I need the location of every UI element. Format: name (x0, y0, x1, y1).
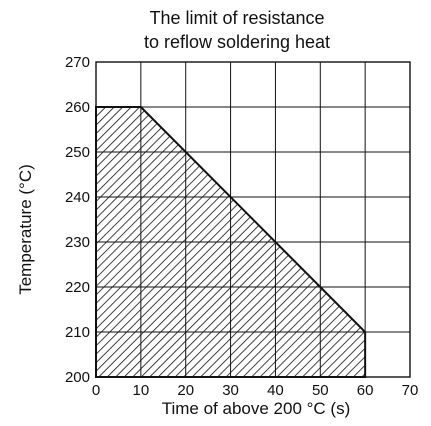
y-tick-label: 200 (65, 369, 90, 386)
chart-title-line-2: to reflow soldering heat (143, 32, 331, 52)
y-tick-label: 260 (65, 99, 90, 116)
y-tick-label: 220 (65, 279, 90, 296)
y-tick-labels: 200 210 220 230 240 250 260 270 (65, 54, 90, 386)
y-tick-label: 250 (65, 144, 90, 161)
y-tick-label: 230 (65, 234, 90, 251)
chart-title-line-1: The limit of resistance (149, 8, 325, 28)
x-tick-labels: 0 10 20 30 40 50 60 70 (92, 382, 419, 399)
x-tick-label: 20 (177, 382, 194, 399)
y-tick-label: 210 (65, 324, 90, 341)
x-tick-label: 40 (267, 382, 284, 399)
y-tick-label: 240 (65, 189, 90, 206)
x-tick-label: 70 (402, 382, 419, 399)
x-tick-label: 50 (312, 382, 329, 399)
x-tick-label: 10 (133, 382, 150, 399)
plot-frame (95, 61, 411, 378)
x-tick-label: 30 (222, 382, 239, 399)
x-tick-label: 60 (357, 382, 374, 399)
x-axis-label: Time of above 200 °C (s) (162, 399, 351, 418)
x-tick-label: 0 (92, 382, 100, 399)
y-axis-label: Temperature (°C) (16, 164, 35, 295)
y-tick-label: 270 (65, 54, 90, 71)
